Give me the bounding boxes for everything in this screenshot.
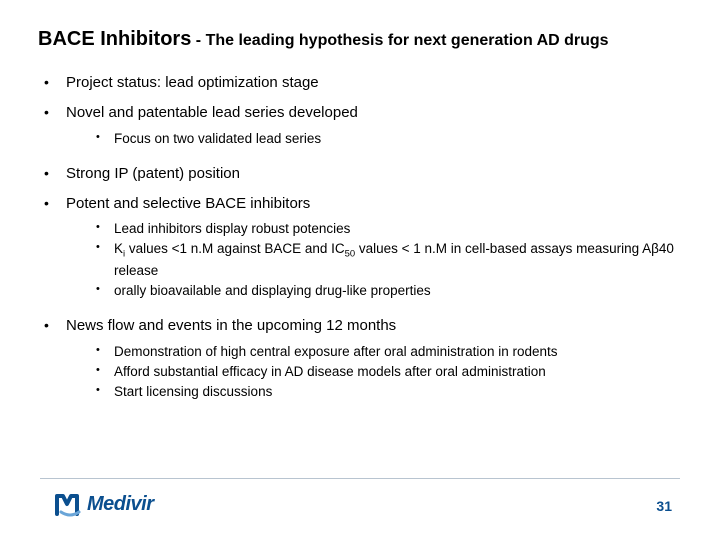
slide: BACE Inhibitors - The leading hypothesis…: [0, 0, 720, 540]
sub-bullet-item: Start licensing discussions: [90, 383, 682, 401]
bullet-text: Project status: lead optimization stage: [66, 74, 319, 91]
footer: Medivir 31: [0, 478, 720, 540]
title-row: BACE Inhibitors - The leading hypothesis…: [38, 28, 682, 51]
sub-bullet-item: Ki values <1 n.M against BACE and IC50 v…: [90, 240, 682, 280]
sub-bullet-item: orally bioavailable and displaying drug-…: [90, 282, 682, 300]
sub-bullet-item: Afford substantial efficacy in AD diseas…: [90, 363, 682, 381]
logo: Medivir: [55, 490, 154, 518]
title-sep: -: [191, 32, 205, 49]
bullet-text: Potent and selective BACE inhibitors: [66, 195, 310, 212]
logo-text: Medivir: [87, 493, 154, 516]
bullet-item: Project status: lead optimization stage: [38, 73, 682, 93]
title-main: BACE Inhibitors: [38, 28, 191, 50]
bullet-item: News flow and events in the upcoming 12 …: [38, 316, 682, 401]
sub-bullet-list: Lead inhibitors display robust potencies…: [66, 220, 682, 300]
sub-bullet-item: Lead inhibitors display robust potencies: [90, 220, 682, 238]
sub-bullet-item: Demonstration of high central exposure a…: [90, 343, 682, 361]
page-number: 31: [656, 498, 672, 514]
bullet-item: Potent and selective BACE inhibitors Lead…: [38, 194, 682, 300]
footer-divider: [40, 478, 680, 479]
bullet-text: Strong IP (patent) position: [66, 165, 240, 182]
sub-bullet-list: Focus on two validated lead series: [66, 130, 682, 148]
sub-bullet-item: Focus on two validated lead series: [90, 130, 682, 148]
bullet-text: News flow and events in the upcoming 12 …: [66, 317, 396, 334]
title-sub: The leading hypothesis for next generati…: [206, 32, 609, 49]
sub-bullet-list: Demonstration of high central exposure a…: [66, 343, 682, 402]
logo-mark-icon: [55, 490, 85, 518]
bullet-item: Novel and patentable lead series develop…: [38, 103, 682, 147]
bullet-list: Project status: lead optimization stage N…: [38, 73, 682, 401]
bullet-text: Novel and patentable lead series develop…: [66, 104, 358, 121]
bullet-item: Strong IP (patent) position: [38, 164, 682, 184]
